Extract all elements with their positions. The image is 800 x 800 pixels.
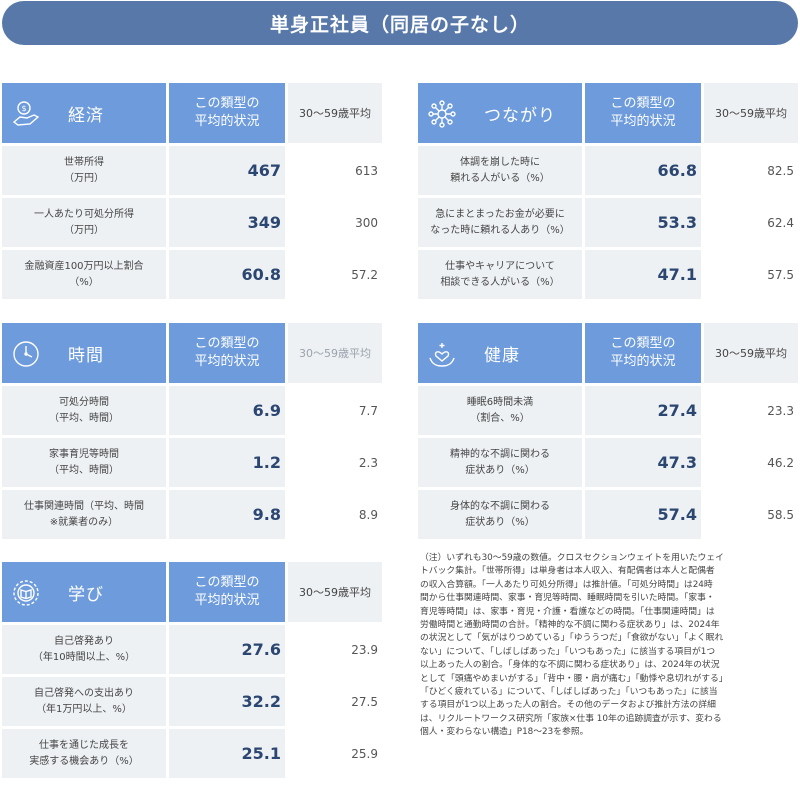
category-header-health: 健康	[418, 323, 582, 383]
category-label: 健康	[484, 346, 520, 366]
row-label: 睡眠6時間未満 （割合、%）	[418, 386, 582, 435]
table-row: 金融資産100万円以上割合 （%） 60.8 57.2	[2, 250, 382, 299]
row-label: 仕事やキャリアについて 相談できる人がいる（%）	[418, 250, 582, 299]
type-value: 32.2	[169, 677, 285, 726]
type-value: 27.6	[169, 625, 285, 674]
average-value: 7.7	[288, 386, 382, 435]
row-label: 一人あたり可処分所得 （万円）	[2, 198, 166, 247]
category-label: 学び	[68, 585, 104, 605]
table-row: 睡眠6時間未満 （割合、%） 27.4 23.3	[418, 386, 798, 435]
table-row: 体調を崩した時に 頼れる人がいる（%） 66.8 82.5	[418, 146, 798, 195]
category-header-connection: つながり	[418, 83, 582, 143]
type-value: 57.4	[585, 490, 701, 539]
type-average-header: この類型の 平均的状況	[169, 562, 285, 622]
svg-text:$: $	[21, 104, 26, 113]
type-value: 66.8	[585, 146, 701, 195]
type-value: 27.4	[585, 386, 701, 435]
type-value: 47.3	[585, 438, 701, 487]
row-label: 自己啓発あり （年10時間以上、%）	[2, 625, 166, 674]
type-average-header: この類型の 平均的状況	[169, 323, 285, 383]
category-header-economy: $ 経済	[2, 83, 166, 143]
average-value: 46.2	[704, 438, 798, 487]
row-label: 金融資産100万円以上割合 （%）	[2, 250, 166, 299]
type-value: 6.9	[169, 386, 285, 435]
category-label: 時間	[68, 346, 104, 366]
table-row: 家事育児等時間 （平均、時間） 1.2 2.3	[2, 438, 382, 487]
type-value: 9.8	[169, 490, 285, 539]
row-label: 体調を崩した時に 頼れる人がいる（%）	[418, 146, 582, 195]
table-row: 身体的な不調に関わる 症状あり（%） 57.4 58.5	[418, 490, 798, 539]
overall-average-header: 30〜59歳平均	[704, 323, 798, 383]
type-value: 349	[169, 198, 285, 247]
row-label: 自己啓発への支出あり （年1万円以上、%）	[2, 677, 166, 726]
row-label: 精神的な不調に関わる 症状あり（%）	[418, 438, 582, 487]
average-value: 58.5	[704, 490, 798, 539]
footnote: （注）いずれも30〜59歳の数値。クロスセクションウェイトを用いたウェイ トバッ…	[420, 553, 728, 738]
category-header-learning: 学び	[2, 562, 166, 622]
table-row: 自己啓発あり （年10時間以上、%） 27.6 23.9	[2, 625, 382, 674]
network-icon	[428, 100, 456, 128]
section-time: 時間 この類型の 平均的状況 30〜59歳平均 可処分時間 （平均、時間） 6.…	[2, 323, 382, 539]
clock-icon	[12, 340, 40, 368]
category-header-time: 時間	[2, 323, 166, 383]
table-row: 仕事やキャリアについて 相談できる人がいる（%） 47.1 57.5	[418, 250, 798, 299]
section-economy: $ 経済 この類型の 平均的状況 30〜59歳平均 世帯所得 （万円） 467 …	[2, 83, 382, 299]
type-average-header: この類型の 平均的状況	[169, 83, 285, 143]
table-row: 急にまとまったお金が必要に なった時に頼れる人あり（%） 53.3 62.4	[418, 198, 798, 247]
category-label: つながり	[484, 106, 556, 126]
row-label: 仕事を通じた成長を 実感する機会あり（%）	[2, 729, 166, 778]
row-label: 可処分時間 （平均、時間）	[2, 386, 166, 435]
type-value: 25.1	[169, 729, 285, 778]
overall-average-header: 30〜59歳平均	[288, 562, 382, 622]
average-value: 27.5	[288, 677, 382, 726]
average-value: 613	[288, 146, 382, 195]
table-row: 仕事を通じた成長を 実感する機会あり（%） 25.1 25.9	[2, 729, 382, 778]
average-value: 57.5	[704, 250, 798, 299]
row-label: 急にまとまったお金が必要に なった時に頼れる人あり（%）	[418, 198, 582, 247]
average-value: 300	[288, 198, 382, 247]
table-row: 自己啓発への支出あり （年1万円以上、%） 32.2 27.5	[2, 677, 382, 726]
row-label: 家事育児等時間 （平均、時間）	[2, 438, 166, 487]
average-value: 23.9	[288, 625, 382, 674]
type-average-header: この類型の 平均的状況	[585, 323, 701, 383]
type-value: 47.1	[585, 250, 701, 299]
average-value: 57.2	[288, 250, 382, 299]
page-title: 単身正社員（同居の子なし）	[2, 1, 798, 45]
overall-average-header: 30〜59歳平均	[288, 83, 382, 143]
overall-average-header: 30〜59歳平均	[288, 323, 382, 383]
section-connection: つながり この類型の 平均的状況 30〜59歳平均 体調を崩した時に 頼れる人が…	[418, 83, 798, 299]
row-label: 身体的な不調に関わる 症状あり（%）	[418, 490, 582, 539]
average-value: 82.5	[704, 146, 798, 195]
average-value: 2.3	[288, 438, 382, 487]
row-label: 仕事関連時間（平均、時間 ※就業者のみ）	[2, 490, 166, 539]
table-row: 精神的な不調に関わる 症状あり（%） 47.3 46.2	[418, 438, 798, 487]
heart-hands-icon	[428, 340, 456, 368]
category-label: 経済	[68, 106, 104, 126]
table-row: 一人あたり可処分所得 （万円） 349 300	[2, 198, 382, 247]
section-learning: 学び この類型の 平均的状況 30〜59歳平均 自己啓発あり （年10時間以上、…	[2, 562, 382, 778]
table-row: 仕事関連時間（平均、時間 ※就業者のみ） 9.8 8.9	[2, 490, 382, 539]
average-value: 62.4	[704, 198, 798, 247]
table-row: 可処分時間 （平均、時間） 6.9 7.7	[2, 386, 382, 435]
table-row: 世帯所得 （万円） 467 613	[2, 146, 382, 195]
type-average-header: この類型の 平均的状況	[585, 83, 701, 143]
average-value: 8.9	[288, 490, 382, 539]
type-value: 53.3	[585, 198, 701, 247]
section-health: 健康 この類型の 平均的状況 30〜59歳平均 睡眠6時間未満 （割合、%） 2…	[418, 323, 798, 539]
type-value: 60.8	[169, 250, 285, 299]
money-hand-icon: $	[12, 100, 40, 128]
book-badge-icon	[12, 579, 40, 607]
type-value: 1.2	[169, 438, 285, 487]
type-value: 467	[169, 146, 285, 195]
row-label: 世帯所得 （万円）	[2, 146, 166, 195]
average-value: 23.3	[704, 386, 798, 435]
overall-average-header: 30〜59歳平均	[704, 83, 798, 143]
average-value: 25.9	[288, 729, 382, 778]
